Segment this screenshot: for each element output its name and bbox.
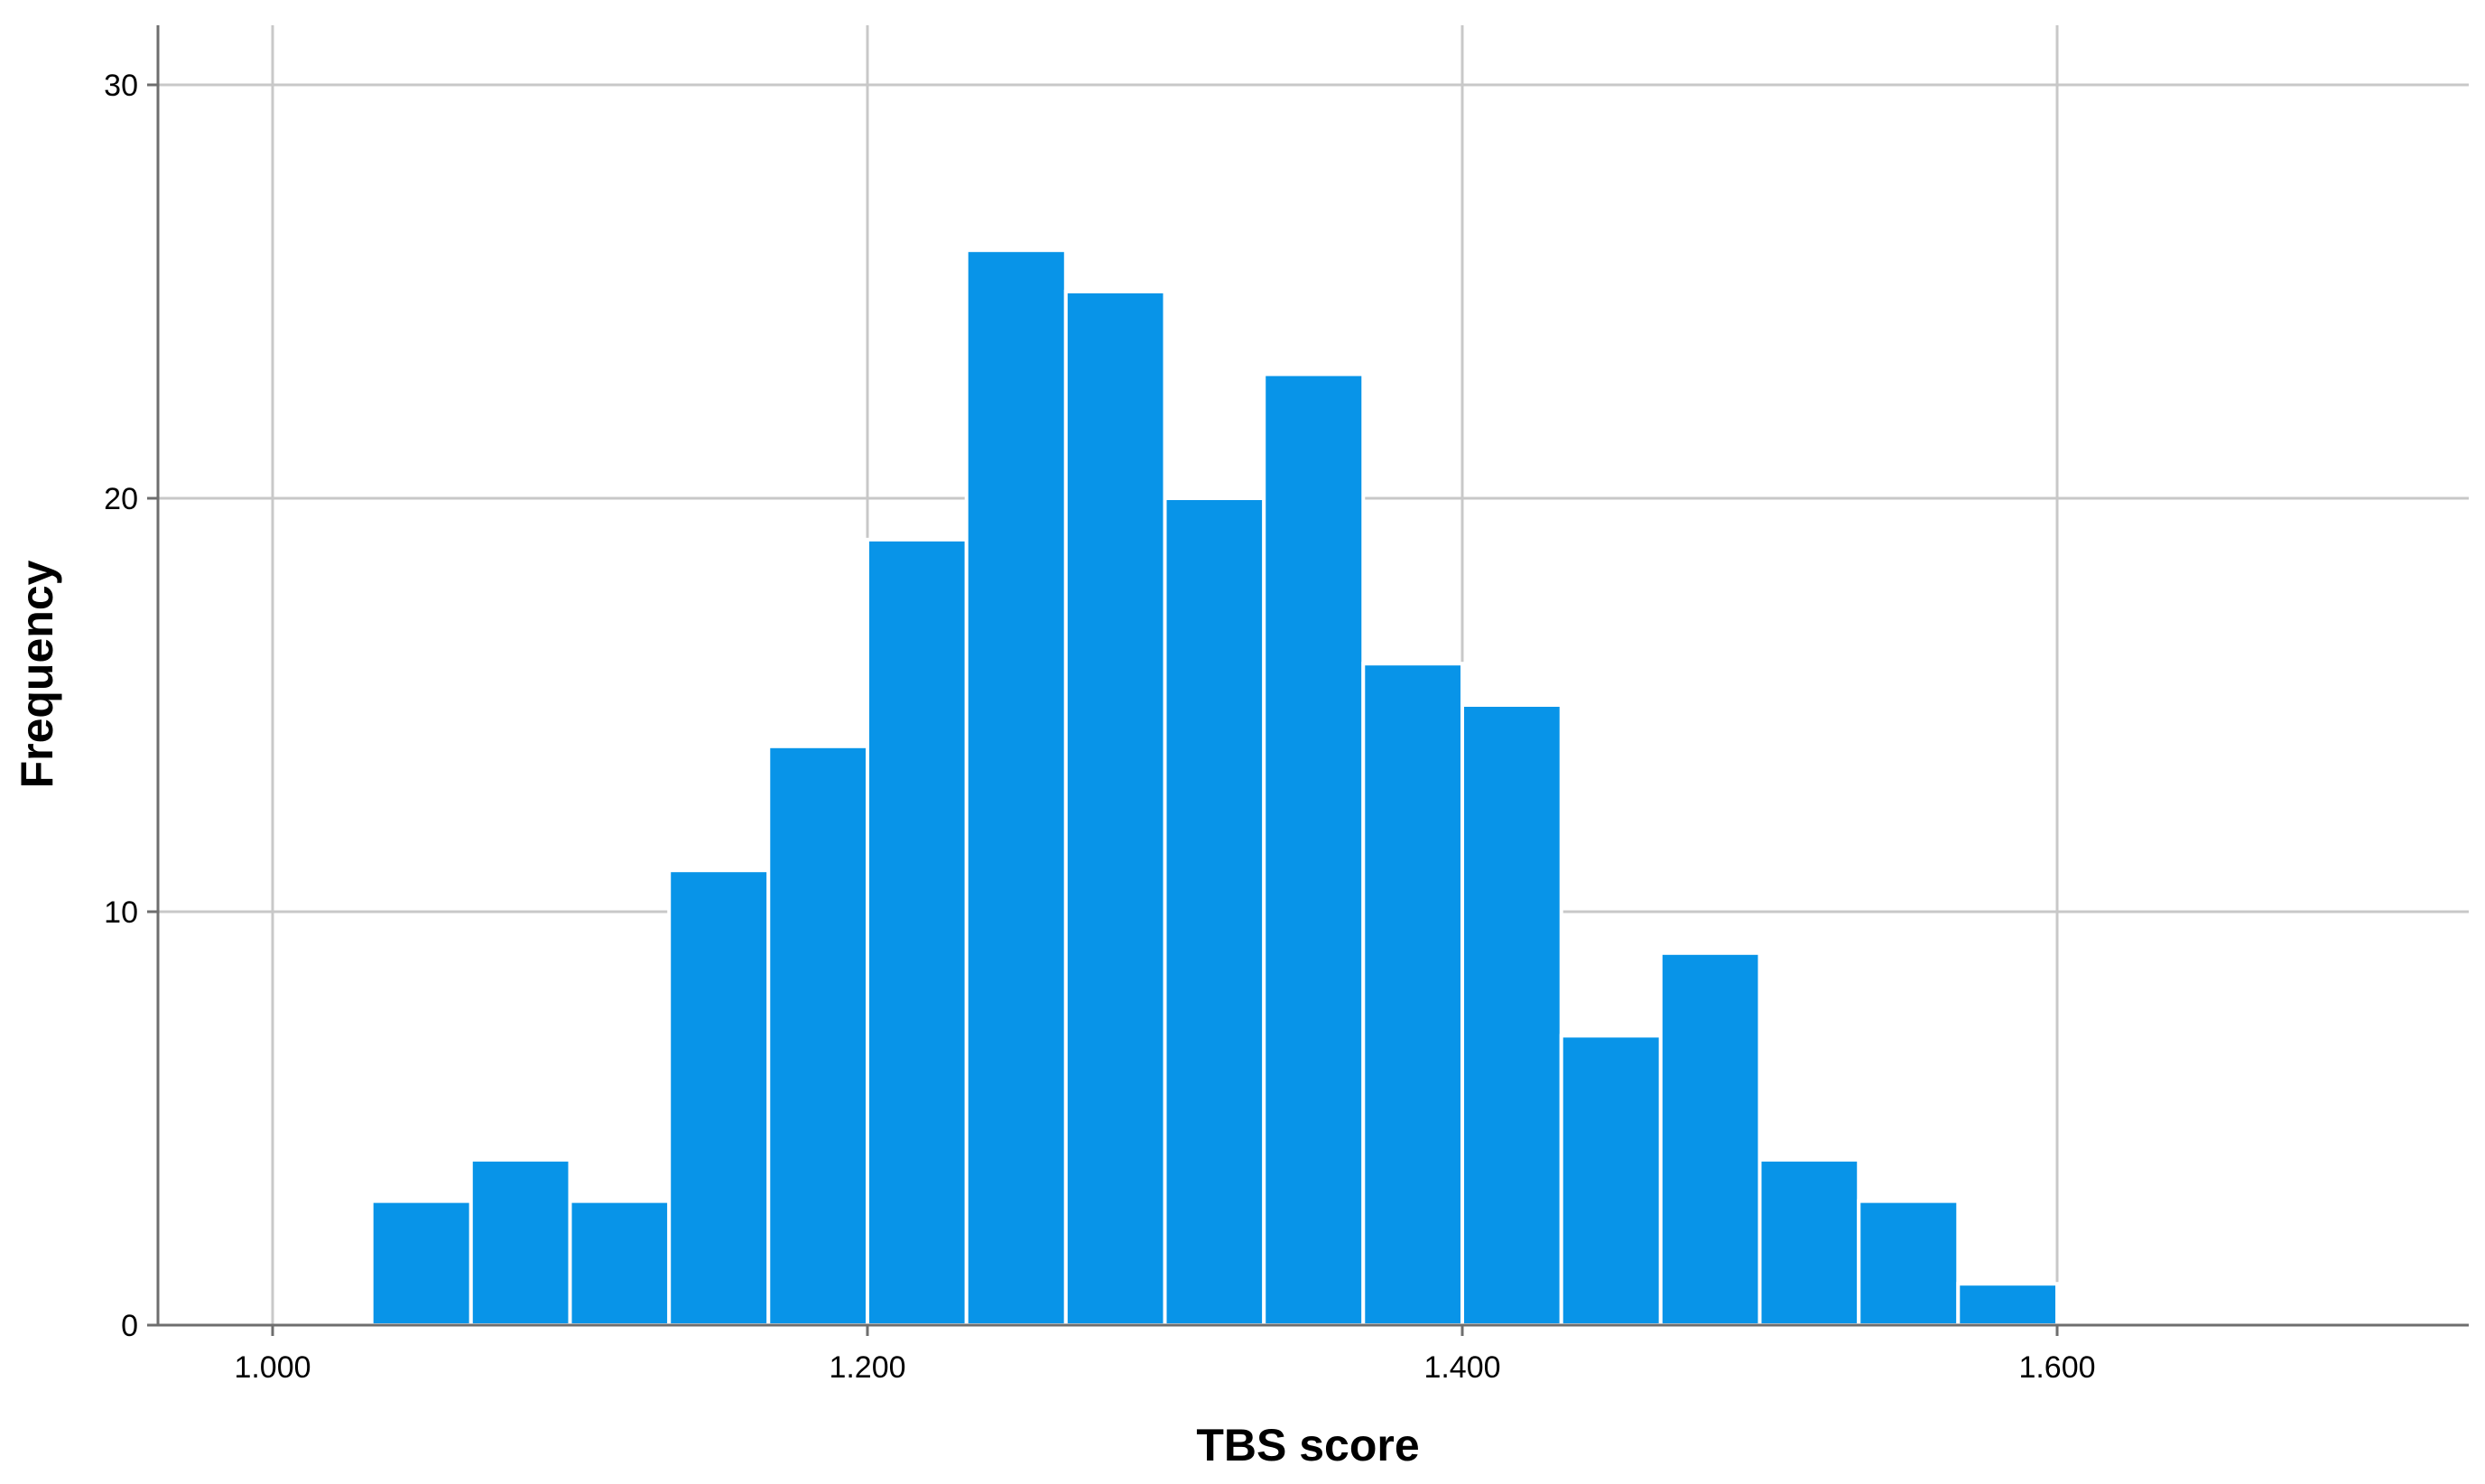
histogram-bar: [1658, 951, 1762, 1328]
histogram-bar: [1063, 290, 1167, 1327]
histogram-bar: [1262, 372, 1366, 1328]
y-axis-title: Frequency: [12, 560, 62, 788]
y-tick-label: 30: [104, 69, 138, 103]
histogram-bar: [1163, 496, 1266, 1327]
tick-labels: 0 10 20 30 1.000 1.200 1.400 1.600: [104, 69, 2095, 1385]
histogram-bar: [568, 1199, 672, 1327]
histogram-bar: [1757, 1157, 1861, 1328]
histogram-bar: [866, 537, 969, 1327]
histogram-bar: [766, 744, 869, 1327]
histogram-bars: [369, 248, 2060, 1328]
histogram-bar: [964, 248, 1068, 1328]
y-tick-label: 0: [121, 1309, 138, 1343]
histogram-bar: [369, 1199, 473, 1327]
x-tick-label: 1.600: [2018, 1350, 2095, 1385]
histogram-bar: [1559, 1034, 1663, 1328]
x-tick-label: 1.200: [829, 1350, 905, 1385]
histogram-bar: [667, 868, 771, 1327]
x-tick-label: 1.000: [234, 1350, 311, 1385]
histogram-bar: [468, 1157, 572, 1328]
histogram-bar: [1460, 703, 1563, 1327]
axes: [147, 25, 2469, 1336]
y-tick-label: 20: [104, 482, 138, 516]
x-axis-title: TBS score: [1196, 1420, 1419, 1470]
histogram-bar: [1361, 662, 1464, 1327]
histogram-bar: [1956, 1282, 2060, 1327]
y-tick-label: 10: [104, 895, 138, 930]
histogram-bar: [1857, 1199, 1961, 1327]
x-tick-label: 1.400: [1423, 1350, 1500, 1385]
